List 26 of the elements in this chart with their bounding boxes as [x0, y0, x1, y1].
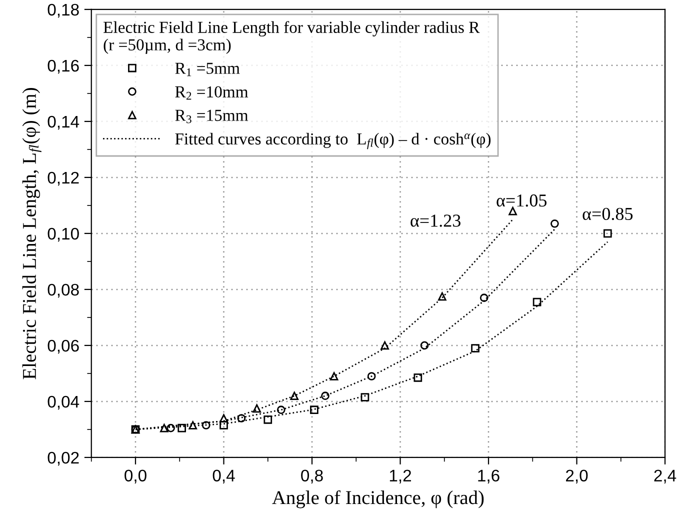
y-tick-label: 0,16: [48, 60, 79, 74]
x-axis-title: Angle of Incidence, φ (rad): [272, 490, 484, 508]
annotation: α=1.05: [496, 194, 547, 207]
x-tick-label: 1,2: [390, 470, 412, 484]
annotation: α=0.85: [582, 208, 633, 220]
x-tick-label: 2,0: [566, 470, 588, 484]
x-tick-label: 1,6: [478, 470, 500, 484]
x-tick-label: 0,0: [124, 470, 146, 484]
legend-label: R$_{1}$ =5mm: [175, 62, 240, 76]
x-tick-label: 0,4: [212, 470, 235, 484]
y-tick-label: 0,12: [48, 172, 79, 186]
y-tick-label: 0,14: [48, 116, 80, 130]
annotation: α=1.23: [410, 214, 460, 227]
x-tick-label: 2,4: [654, 470, 676, 484]
legend-label: Fitted curves according to L$_{fl}$(φ) – d · cosh$^{α}$(φ): [175, 132, 491, 150]
y-tick-label: 0,18: [48, 4, 79, 18]
y-tick-label: 0,10: [48, 228, 79, 242]
legend-label: R$_{2}$ =10mm: [175, 86, 248, 100]
y-tick-label: 0,08: [48, 284, 79, 298]
y-axis-title: Electric Field Line Length, L$_{fl}$(φ) (m): [22, 88, 42, 380]
y-tick-label: 0,06: [48, 340, 79, 354]
x-tick-label: 0,8: [301, 470, 323, 484]
legend-title: Electric Field Line Length for variable cylinder radius R (r =50µm, d =3cm): [104, 21, 480, 54]
legend-label: R$_{3}$ =15mm: [175, 110, 248, 124]
y-tick-label: 0,04: [48, 396, 80, 410]
y-tick-label: 0,02: [48, 452, 79, 466]
